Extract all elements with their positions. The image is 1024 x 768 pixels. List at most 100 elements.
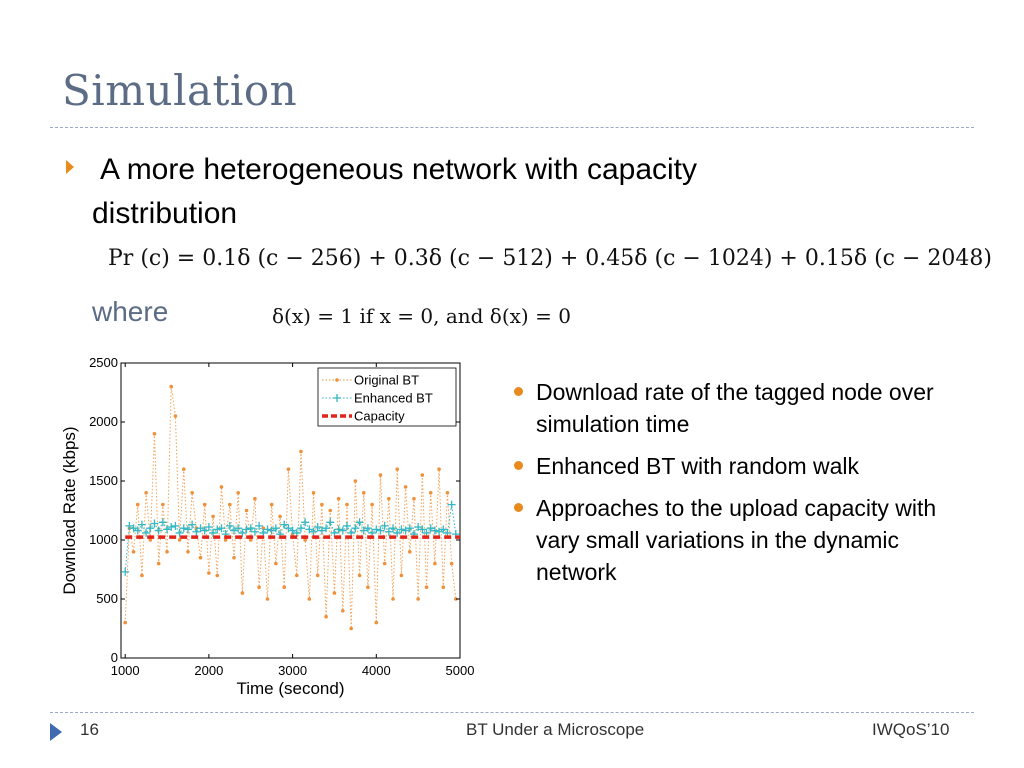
original-bt-point [407,550,412,554]
legend-entry: Original BT [354,373,419,388]
enhanced-bt-point [313,523,322,532]
original-bt-point [265,597,270,601]
enhanced-bt-point [238,528,247,537]
enhanced-bt-point [426,524,435,533]
enhanced-bt-point [363,524,372,533]
legend-entry: Capacity [354,409,405,424]
enhanced-bt-point [389,524,398,533]
side-bullet-text: Download rate of the tagged node over si… [536,379,934,437]
capacity-distribution-formula: Pr (c) = 0.1δ (c − 256) + 0.3δ (c − 512)… [108,246,992,271]
side-bullet-text: Enhanced BT with random walk [536,453,860,479]
enhanced-bt-point [405,524,414,533]
enhanced-bt-point [192,527,201,536]
original-bt-point [424,585,429,589]
enhanced-bt-point [129,524,138,533]
original-bt-point [140,573,144,578]
enhanced-bt-point [280,520,289,529]
footer-center-text: BT Under a Microscope [466,720,645,739]
bullet-dot-icon [514,461,523,470]
enhanced-bt-point [217,524,226,533]
enhanced-bt-point [288,526,297,535]
original-bt-point [320,502,324,507]
enhanced-bt-point [167,523,176,532]
enhanced-bt-point [213,525,222,534]
enhanced-bt-point [209,528,218,537]
enhanced-bt-point [255,521,264,530]
original-bt-point [253,496,257,501]
legend-marker [335,378,339,382]
enhanced-bt-point [334,525,343,534]
original-bt-point [248,538,253,542]
original-bt-point [198,555,203,560]
enhanced-bt-point [447,500,456,509]
page-number: 16 [80,720,99,739]
enhanced-bt-point [384,527,393,536]
original-bt-point [232,555,236,560]
enhanced-bt-point [326,518,335,527]
delta-definition: δ(x) = 1 if x = 0, and δ(x) = 0 [272,304,571,328]
enhanced-bt-point [271,524,280,533]
original-bt-point [169,384,174,389]
x-axis-label: Time (second) [236,679,344,698]
x-tick-label: 5000 [446,663,475,678]
x-tick-label: 4000 [362,663,391,678]
original-bt-point [152,432,157,436]
original-bt-point [161,502,165,507]
original-bt-point [445,491,450,495]
y-tick-label: 1500 [89,473,118,488]
original-bt-point [223,538,228,542]
original-bt-point [207,571,211,575]
side-bullet-item: Download rate of the tagged node over si… [514,376,954,440]
enhanced-bt-point [163,525,172,534]
original-bt-point [311,491,316,495]
side-bullet-text: Approaches to the upload capacity with v… [536,495,937,585]
original-bt-point [353,479,358,483]
original-bt-point [454,597,458,601]
enhanced-bt-point [188,520,197,529]
original-bt-point [144,491,148,495]
enhanced-bt-point [121,567,130,576]
original-bt-point [190,491,194,495]
original-bt-point [433,561,437,566]
original-bt-point [382,561,387,566]
original-bt-point [156,561,161,566]
footer-divider [50,712,974,713]
enhanced-bt-point [343,521,351,530]
main-bullet: A more heterogeneous network with capaci… [92,148,852,236]
enhanced-bt-point [338,526,347,535]
original-bt-point [328,508,333,513]
original-bt-point [294,573,299,578]
original-bt-point [437,467,441,471]
original-bt-point [303,538,307,542]
enhanced-bt-point [200,526,209,535]
original-bt-point [336,496,341,501]
x-tick-label: 1000 [111,663,140,678]
original-bt-point [177,538,182,542]
enhanced-bt-point [175,528,184,537]
enhanced-bt-point [309,527,318,536]
enhanced-bt-point [204,523,213,532]
original-bt-point [257,585,261,589]
original-bt-point [315,573,320,578]
enhanced-bt-point [301,518,310,527]
enhanced-bt-point [376,526,385,535]
original-bt-point [278,514,282,519]
original-bt-point [366,585,370,589]
enhanced-bt-point [158,518,167,527]
enhanced-bt-point [397,525,406,534]
original-bt-point [403,485,408,489]
side-bullet-list: Download rate of the tagged node over si… [514,376,954,598]
bullet-arrow-icon [66,160,74,174]
enhanced-bt-line [124,504,457,572]
x-tick-label: 2000 [194,663,223,678]
original-bt-point [211,514,215,519]
main-bullet-line-2: distribution [92,197,238,230]
slide-title: Simulation [62,66,298,115]
enhanced-bt-point [242,525,251,534]
x-tick-label: 3000 [278,663,307,678]
original-bt-point [361,491,366,495]
enhanced-bt-point [179,524,188,533]
enhanced-bt-point [401,526,410,535]
original-bt-point [219,485,224,489]
original-bt-point [215,573,220,578]
